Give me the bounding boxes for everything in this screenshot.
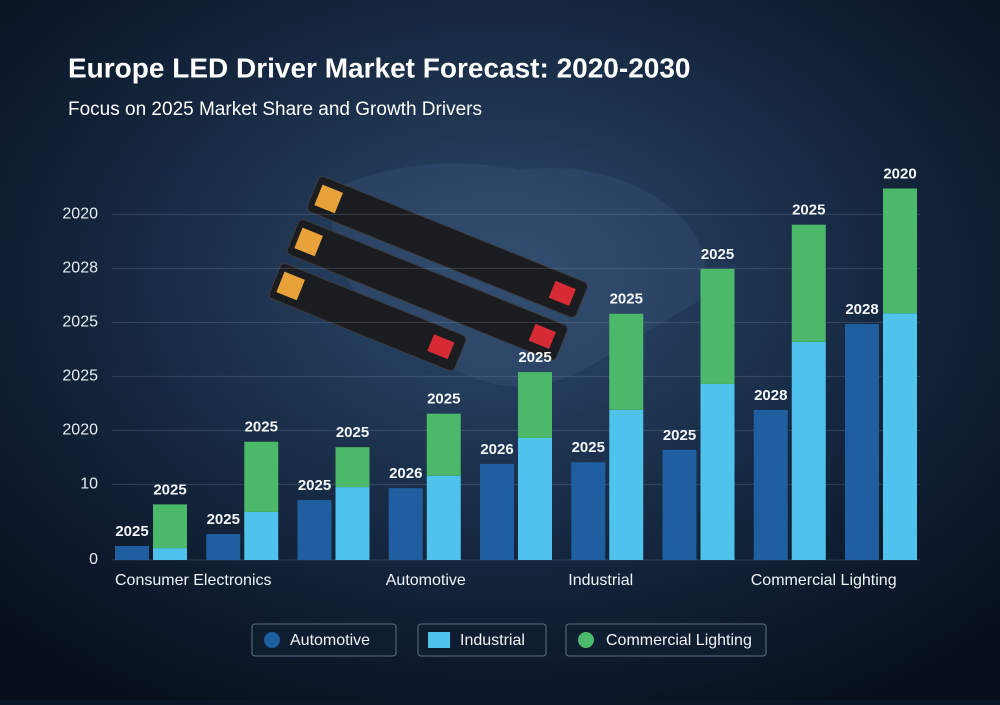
bar <box>244 511 279 560</box>
bar <box>388 488 423 560</box>
legend-label: Industrial <box>460 632 525 649</box>
bar <box>662 449 697 560</box>
bar <box>791 341 826 560</box>
legend-swatch <box>264 632 280 648</box>
legend-label: Commercial Lighting <box>606 632 752 649</box>
bar-label: 2025 <box>207 511 240 528</box>
bar <box>480 463 514 560</box>
bar <box>426 475 461 560</box>
y-tick-label: 2025 <box>62 314 98 331</box>
bar <box>791 224 826 342</box>
bar <box>335 487 370 560</box>
bar <box>153 548 187 560</box>
bar <box>244 441 279 512</box>
y-tick-label: 2020 <box>62 422 98 439</box>
bar-label: 2020 <box>883 165 916 182</box>
x-tick-label: Automotive <box>386 572 466 589</box>
legend-swatch <box>578 632 594 648</box>
bar-label: 2025 <box>610 291 643 308</box>
legend <box>251 623 767 657</box>
y-tick-label: 2028 <box>62 260 98 277</box>
x-tick-label: Consumer Electronics <box>115 572 272 589</box>
bar-label: 2026 <box>389 465 422 482</box>
bar <box>883 188 917 314</box>
bar-label: 2028 <box>754 387 787 404</box>
bar <box>609 313 644 410</box>
bar <box>206 534 241 560</box>
bar <box>700 383 735 560</box>
bar-label: 2025 <box>153 481 186 498</box>
bar <box>297 500 332 560</box>
bar <box>518 437 552 560</box>
bar-label: 2025 <box>115 523 148 540</box>
chart-title: Europe LED Driver Market Forecast: 2020-… <box>68 52 691 83</box>
bar <box>426 413 461 476</box>
x-tick-label: Industrial <box>568 572 633 589</box>
bar <box>753 409 788 560</box>
y-tick-label: 2020 <box>62 206 98 223</box>
bar <box>700 268 735 384</box>
bar-label: 2025 <box>336 424 369 441</box>
bar <box>571 462 606 560</box>
legend-swatch <box>428 632 450 648</box>
y-tick-label: 0 <box>89 551 98 568</box>
bar-label: 2025 <box>701 246 734 263</box>
legend-label: Automotive <box>290 632 370 649</box>
bar-label: 2025 <box>792 202 825 219</box>
bar <box>153 504 187 549</box>
chart-subtitle: Focus on 2025 Market Share and Growth Dr… <box>68 99 482 120</box>
bar-label: 2025 <box>298 477 331 494</box>
legend-box <box>251 623 397 657</box>
bar <box>518 372 552 438</box>
y-tick-label: 2025 <box>62 368 98 385</box>
bar-label: 2025 <box>572 439 605 456</box>
bar-label: 2025 <box>518 349 551 366</box>
bar-label: 2025 <box>663 427 696 444</box>
bar <box>845 324 879 560</box>
bar <box>335 447 370 488</box>
legend-box <box>565 623 767 657</box>
bar <box>883 313 917 560</box>
bar <box>115 545 149 560</box>
product-image <box>268 176 588 372</box>
y-tick-label: 10 <box>80 476 98 493</box>
bar-label: 2025 <box>245 419 278 436</box>
x-tick-label: Commercial Lighting <box>751 572 897 589</box>
bar-label: 2026 <box>480 441 513 458</box>
bar-label: 2025 <box>427 391 460 408</box>
bar <box>609 409 644 560</box>
bar-label: 2028 <box>845 301 878 318</box>
